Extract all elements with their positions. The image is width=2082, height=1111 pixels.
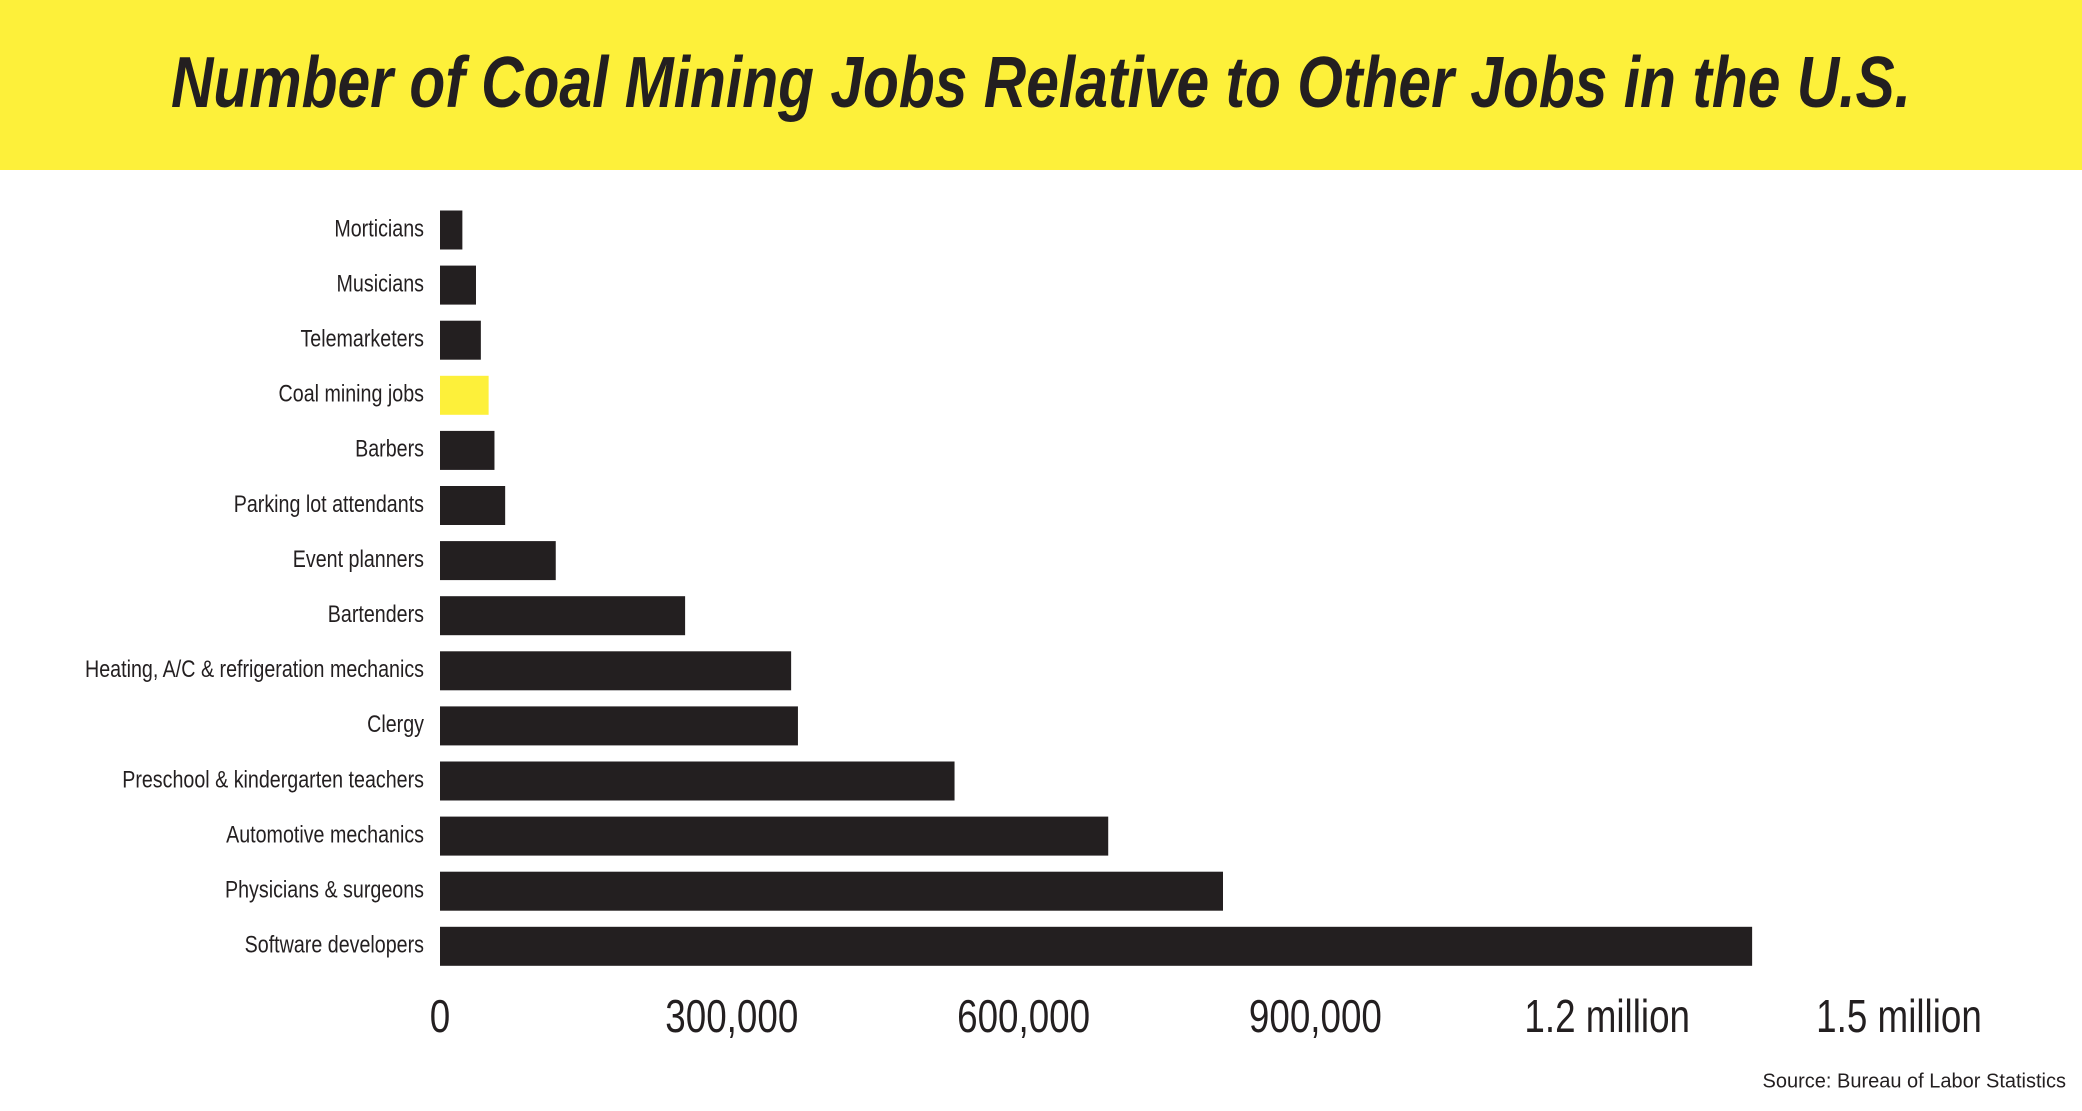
bar bbox=[440, 486, 506, 525]
y-tick-label: Software developers bbox=[245, 931, 424, 958]
bar bbox=[440, 761, 955, 801]
bar bbox=[440, 596, 686, 636]
y-tick-label: Clergy bbox=[367, 710, 424, 737]
x-tick-label: 0 bbox=[430, 990, 450, 1042]
bar bbox=[440, 926, 1753, 966]
bar bbox=[440, 541, 556, 581]
x-tick-label: 900,000 bbox=[1249, 990, 1382, 1042]
y-tick-label: Physicians & surgeons bbox=[225, 876, 424, 903]
y-tick-label: Telemarketers bbox=[300, 325, 424, 352]
y-tick-label: Morticians bbox=[334, 214, 424, 241]
y-tick-label: Bartenders bbox=[328, 600, 424, 627]
y-tick-label: Barbers bbox=[355, 435, 424, 462]
bar bbox=[440, 265, 476, 305]
bar bbox=[440, 320, 481, 360]
source-note: Source: Bureau of Labor Statistics bbox=[1763, 1070, 2067, 1092]
y-tick-label: Parking lot attendants bbox=[234, 490, 424, 517]
y-tick-label: Automotive mechanics bbox=[226, 821, 424, 848]
y-tick-label: Event planners bbox=[293, 545, 424, 572]
x-tick-label: 600,000 bbox=[957, 990, 1090, 1042]
bar bbox=[440, 375, 489, 415]
x-tick-label: 1.5 million bbox=[1816, 990, 1982, 1042]
y-tick-label: Coal mining jobs bbox=[279, 380, 424, 407]
bar bbox=[440, 871, 1223, 911]
bar bbox=[440, 816, 1109, 856]
bar bbox=[440, 210, 463, 250]
bar bbox=[440, 706, 798, 746]
bar bbox=[440, 430, 495, 470]
y-tick-label: Musicians bbox=[337, 270, 424, 297]
x-tick-label: 1.2 million bbox=[1524, 990, 1690, 1042]
y-tick-label: Heating, A/C & refrigeration mechanics bbox=[85, 655, 424, 682]
chart-title: Number of Coal Mining Jobs Relative to O… bbox=[171, 43, 1911, 123]
title-banner bbox=[0, 0, 2082, 170]
x-tick-label: 300,000 bbox=[665, 990, 798, 1042]
y-tick-label: Preschool & kindergarten teachers bbox=[122, 765, 424, 792]
bar bbox=[440, 651, 792, 691]
